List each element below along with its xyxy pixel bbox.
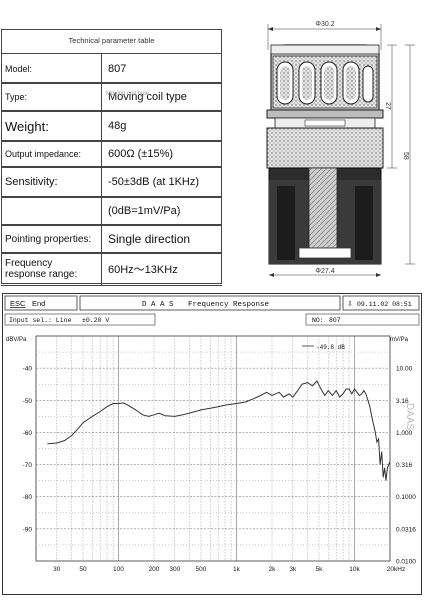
spec-key: Frequency response range: [1,253,102,285]
y-tick-left: -90 [23,526,33,533]
spec-value: 60Hz～13KHz [108,264,178,276]
spec-row: Weight: 48g [1,110,222,142]
spec-value: 48g [108,120,127,132]
x-tick: 500 [196,566,207,573]
y-tick-left: -80 [23,494,33,501]
title-bar [79,295,341,311]
y-tick-left: -70 [23,462,33,469]
response-curve [47,380,391,481]
spec-key: Model: [1,54,102,83]
x-tick: 2k [269,566,277,573]
y-tick-left: -50 [23,398,33,405]
x-tick: 10k [349,566,360,573]
spec-key-line: response range: [5,269,78,280]
spec-value: 807 [108,62,127,75]
spec-row: Pointing properties: Single direction [1,224,222,254]
spec-ghost-text: Moving coil type [106,91,150,97]
no-box [305,313,420,326]
y-tick-right: 3.16 [396,398,409,405]
x-tick: 30 [53,566,61,573]
esc-label: End [32,299,45,308]
y-tick-left: -40 [23,366,33,373]
y-ticks-right: 10.00 3.16 1.000 0.316 0.1000 0.0316 0.0100 [396,366,416,566]
spec-table [1,29,222,284]
brand-label: D A A S [142,301,174,309]
right-dim-label-1: 27 [384,102,391,110]
spec-key: Weight: [1,111,102,141]
spec-row: Model: 807 [1,53,222,84]
y-tick-right: 0.0100 [396,559,416,566]
frequency-response-screen: ESC End D A A S Frequency Response ⇩ 09.… [2,293,422,595]
x-tick: 1k [233,566,241,573]
level-value: ±0.20 V [82,317,109,324]
esc-button [4,295,78,311]
capsule-drawing: Φ30.2 Φ27.4 27 58 [266,21,415,277]
input-sel: Input sel.: Line [9,317,72,324]
input-box [4,313,156,326]
spec-key: Pointing properties: [1,225,102,253]
y-axis-right-label: mV/Pa [390,337,409,343]
y-ticks-left: -40 -50 -60 -70 -80 -90 [23,366,33,534]
y-tick-right: 0.316 [396,462,413,469]
x-tick: 5k [316,566,324,573]
marker-readout: -49.8 dB [302,344,345,351]
spec-row: Frequency response range: 60Hz～13KHz [1,252,222,286]
date-time: 09.11.02 08:51 [357,301,412,308]
spec-value: -50±3dB (at 1KHz) [108,176,200,188]
date-box [342,295,420,311]
x-tick: 50 [79,566,87,573]
spec-key-line: Frequency [5,257,53,269]
marker-value: -49.8 dB [316,344,345,351]
y-tick-right: 0.1000 [396,494,416,501]
spec-row: Output impedance: 600Ω (±15%) [1,140,222,168]
no-value: 807 [329,317,341,324]
spec-value: (0dB=1mV/Pa) [108,205,181,217]
spec-key: Type: [1,83,102,111]
no-label: NO: [312,317,324,324]
x-tick: 20kHz [387,566,405,573]
spec-row: Type: Moving coil type Moving coil type [1,82,222,112]
y-axis-left-label: dBV/Pa [6,337,27,343]
bottom-dim-label: Φ27.4 [315,268,334,275]
magnet-block [266,127,384,169]
y-tick-left: -60 [23,430,33,437]
spec-value: Single direction [108,232,191,246]
top-dim-label: Φ30.2 [315,21,334,28]
spec-row: Sensitivity: -50±3dB (at 1KHz) [1,166,222,198]
x-tick: 200 [149,566,160,573]
lock-icon: ⇩ [347,300,353,308]
right-dim-label-2: 58 [402,152,409,160]
watermark: DAAS [404,403,415,431]
x-tick: 300 [169,566,180,573]
title-label: Frequency Response [188,301,269,309]
spec-value: 600Ω (±15%) [108,148,174,160]
spec-key: Output impedance: [1,141,102,167]
center-pole [308,167,338,249]
spec-value: Moving coil type Moving coil type [106,91,187,103]
spec-key: Sensitivity: [1,167,102,197]
plot-grid [35,335,391,562]
spec-row: (0dB=1mV/Pa) [1,196,222,226]
x-tick: 3k [289,566,297,573]
x-ticks: 30 50 100 200 300 500 1k 2k 3k 5k 10k 20kHz [53,566,405,573]
spec-title: Technical parameter table [68,36,155,45]
spec-key [1,197,102,225]
esc-key: ESC [10,299,26,308]
y-tick-right: 0.0316 [396,526,416,533]
x-tick: 100 [113,566,124,573]
y-tick-right: 1.000 [396,430,413,437]
y-tick-right: 10.00 [396,366,413,373]
